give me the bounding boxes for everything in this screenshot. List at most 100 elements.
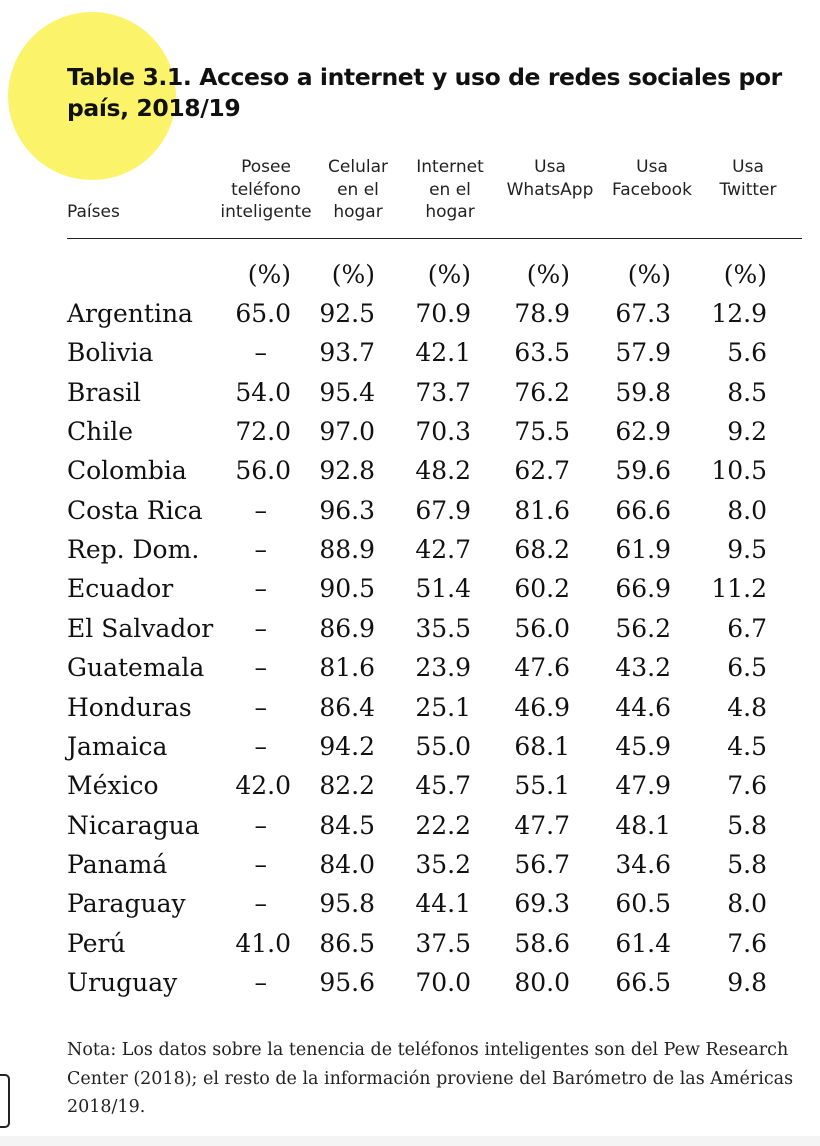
table-cell: 41.0 (235, 929, 291, 958)
table-cell: 75.5 (514, 417, 570, 446)
table-cell: 12.9 (711, 299, 767, 328)
table-cell: 62.9 (615, 417, 671, 446)
country-name: Argentina (67, 299, 193, 328)
table-cell: 58.6 (514, 929, 570, 958)
table-cell: 90.5 (319, 574, 375, 603)
table-cell: 51.4 (415, 574, 471, 603)
table-cell: 55.0 (415, 732, 471, 761)
table-cell: 84.0 (319, 850, 375, 879)
header-rule (67, 238, 802, 239)
table-cell: 10.5 (711, 456, 767, 485)
column-unit: (%) (247, 260, 291, 289)
country-name: Ecuador (67, 574, 174, 603)
table-cell: 23.9 (415, 653, 471, 682)
country-name: Brasil (67, 378, 142, 407)
table-cell: 47.6 (514, 653, 570, 682)
table-cell: 34.6 (615, 850, 671, 879)
country-name: Paraguay (67, 889, 186, 918)
country-name: El Salvador (67, 614, 214, 643)
table-cell: 43.2 (615, 653, 671, 682)
table-note: Nota: Los datos sobre la tenencia de tel… (67, 1040, 794, 1117)
table-cell: 76.2 (514, 378, 570, 407)
table-cell: – (254, 496, 268, 525)
table-cell: – (254, 614, 268, 643)
table-cell: 46.9 (514, 693, 570, 722)
header-countries: Países (67, 202, 120, 222)
table-cell: 37.5 (415, 929, 471, 958)
column-unit: (%) (627, 260, 671, 289)
country-name: Jamaica (67, 732, 168, 761)
table-cell: – (254, 811, 268, 840)
yellow-highlight-circle (8, 12, 176, 180)
table-cell: 93.7 (319, 338, 375, 367)
country-name: Bolivia (67, 338, 154, 367)
table-cell: 94.2 (319, 732, 375, 761)
table-cell: – (254, 850, 268, 879)
table-cell: 56.7 (514, 850, 570, 879)
table-cell: 56.0 (235, 456, 291, 485)
table-cell: 57.9 (615, 338, 671, 367)
table-cell: 78.9 (514, 299, 570, 328)
bottom-strip (0, 1136, 820, 1146)
table-cell: 70.3 (415, 417, 471, 446)
table-cell: 97.0 (319, 417, 375, 446)
table-cell: 66.5 (615, 968, 671, 997)
table-cell: 6.7 (727, 614, 767, 643)
table-cell: 7.6 (727, 929, 767, 958)
table-cell: 70.9 (415, 299, 471, 328)
table-cell: 86.5 (319, 929, 375, 958)
table-cell: 35.2 (415, 850, 471, 879)
table-cell: 4.8 (727, 693, 767, 722)
table-cell: 47.9 (615, 771, 671, 800)
table-cell: 80.0 (514, 968, 570, 997)
table-cell: 59.8 (615, 378, 671, 407)
table-cell: – (254, 653, 268, 682)
column-header: Usa Facebook (612, 157, 692, 200)
table-cell: 55.1 (514, 771, 570, 800)
table-cell: 66.6 (615, 496, 671, 525)
table-cell: 96.3 (319, 496, 375, 525)
country-name: Perú (67, 929, 126, 958)
table-cell: 35.5 (415, 614, 471, 643)
table-cell: 7.6 (727, 771, 767, 800)
table-cell: – (254, 574, 268, 603)
table-cell: 95.4 (319, 378, 375, 407)
country-name: Uruguay (67, 968, 178, 997)
table-cell: 25.1 (415, 693, 471, 722)
table-cell: – (254, 889, 268, 918)
table-cell: 47.7 (514, 811, 570, 840)
table-cell: 69.3 (514, 889, 570, 918)
table-cell: 8.0 (727, 889, 767, 918)
table-cell: 61.9 (615, 535, 671, 564)
table-cell: 11.2 (711, 574, 767, 603)
table-cell: 9.2 (727, 417, 767, 446)
table-cell: 48.1 (615, 811, 671, 840)
table-cell: 42.1 (415, 338, 471, 367)
table-cell: 68.2 (514, 535, 570, 564)
table-cell: 56.0 (514, 614, 570, 643)
side-scroll-handle[interactable] (0, 1074, 10, 1128)
table-cell: 44.1 (415, 889, 471, 918)
table-cell: 59.6 (615, 456, 671, 485)
table-cell: 86.9 (319, 614, 375, 643)
table-cell: – (254, 968, 268, 997)
table-cell: – (254, 338, 268, 367)
table-title: Table 3.1. Acceso a internet y uso de re… (67, 63, 782, 122)
table-cell: 88.9 (319, 535, 375, 564)
column-header: Posee teléfono inteligente (220, 157, 312, 222)
table-cell: – (254, 732, 268, 761)
table-cell: 65.0 (235, 299, 291, 328)
column-unit: (%) (723, 260, 767, 289)
table-cell: 68.1 (514, 732, 570, 761)
table-cell: 42.7 (415, 535, 471, 564)
country-name: Honduras (67, 693, 192, 722)
country-name: México (67, 771, 159, 800)
column-header: Internet en el hogar (416, 157, 484, 222)
country-name: Rep. Dom. (67, 535, 200, 564)
table-cell: 8.5 (727, 378, 767, 407)
table-cell: 4.5 (727, 732, 767, 761)
country-name: Nicaragua (67, 811, 200, 840)
column-header: Usa WhatsApp (506, 157, 594, 200)
table-cell: 72.0 (235, 417, 291, 446)
country-name: Guatemala (67, 653, 205, 682)
